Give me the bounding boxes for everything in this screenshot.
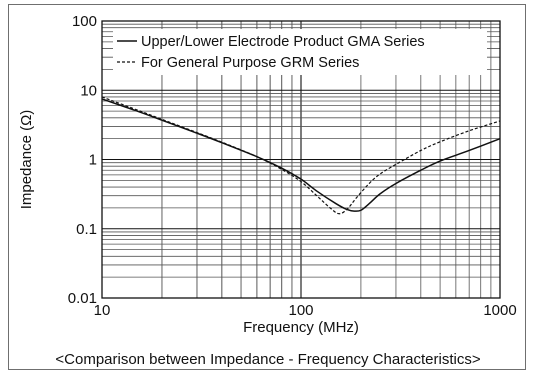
- plot-area: [101, 20, 501, 299]
- series-line-gma: [101, 98, 501, 212]
- x-tick-label: 10: [94, 302, 111, 319]
- series-line-grm: [101, 96, 501, 215]
- impedance-frequency-chart: 10 100 1000 0.01 0.1 1 10 100 Upper/Lower Elect…: [18, 13, 517, 368]
- y-tick-label: 1: [89, 152, 97, 169]
- y-tick-label: 100: [72, 13, 97, 30]
- x-tick-label: 1000: [483, 302, 516, 319]
- legend-entry-label: For General Purpose GRM Series: [141, 55, 359, 71]
- y-tick-label: 0.1: [76, 221, 97, 238]
- chart-caption: <Comparison between Impedance - Frequenc…: [55, 351, 480, 368]
- x-axis-title: Frequency (MHz): [243, 319, 359, 336]
- y-tick-label: 10: [80, 82, 97, 99]
- legend-background: [113, 29, 487, 75]
- legend: Upper/Lower Electrode Product GMA Series…: [113, 29, 487, 75]
- x-tick-label: 100: [288, 302, 313, 319]
- y-axis-title: Impedance (Ω): [18, 110, 35, 210]
- series-layer: [101, 96, 501, 215]
- y-tick-label: 0.01: [68, 290, 97, 307]
- tick-layer: 10 100 1000 0.01 0.1 1 10 100: [68, 13, 517, 319]
- chart-frame: 10 100 1000 0.01 0.1 1 10 100 Upper/Lower Elect…: [8, 4, 526, 370]
- legend-entry-label: Upper/Lower Electrode Product GMA Series: [141, 34, 425, 50]
